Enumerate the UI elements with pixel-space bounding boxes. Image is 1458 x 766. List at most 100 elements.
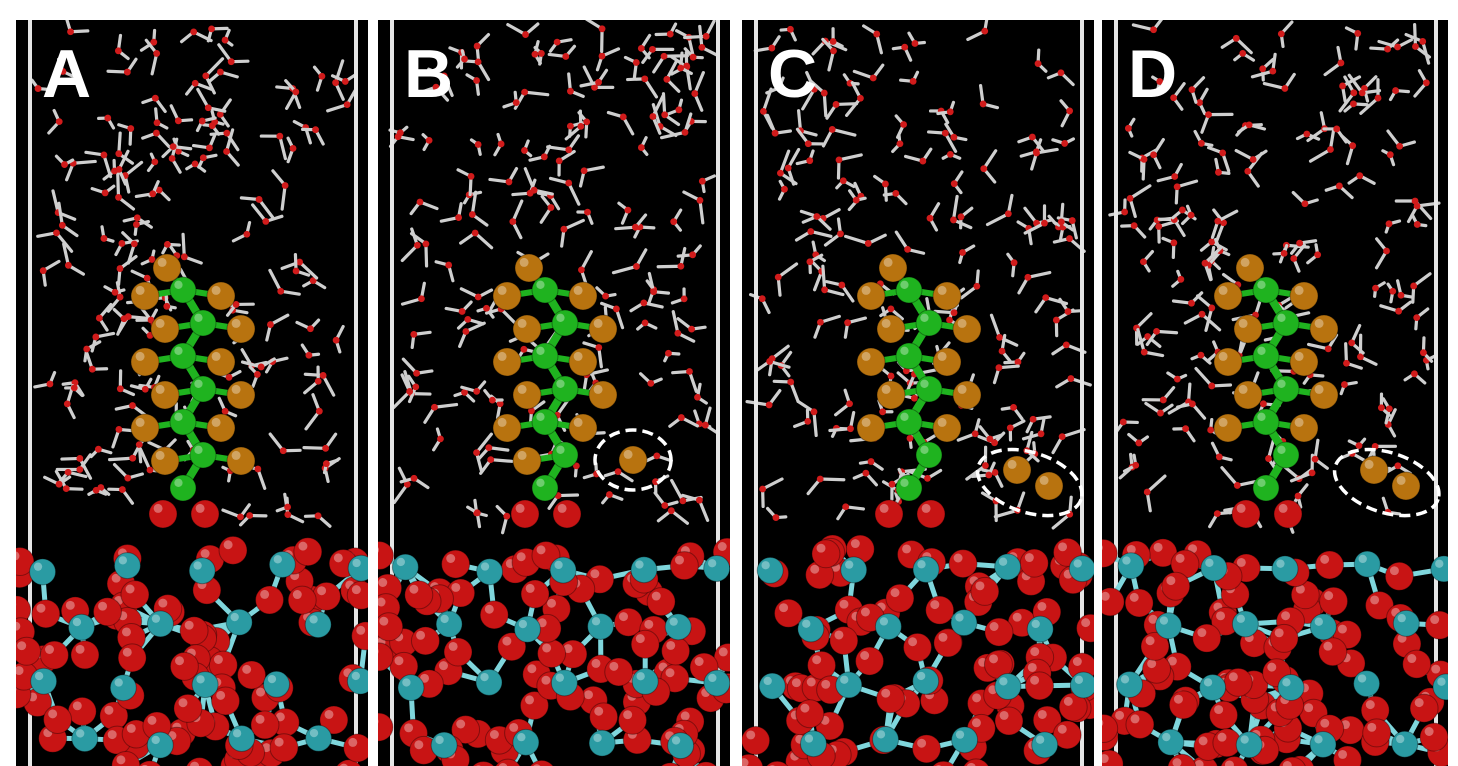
surface-oxygen [766,760,789,766]
water-oxygen [116,385,124,393]
water-oxygen [838,281,846,289]
water-oh-bond [697,498,710,522]
water-oxygen [221,36,229,44]
water-oxygen [1144,333,1152,340]
water-oxygen [677,64,685,72]
highlight-ellipse [1332,447,1441,518]
titanium-atom [1353,550,1381,578]
surface-oxygen-shine [116,755,126,765]
carbon-atom [1252,474,1280,502]
water-oxygen [1215,453,1223,461]
water-oxygen [1308,469,1316,477]
water-oh-bond [837,153,863,162]
water-oxygen [133,214,141,222]
water-oh-bond [844,234,870,246]
titanium-atom [188,557,216,585]
titanium-atom-shine [232,729,242,738]
fluorine-atom [1309,380,1339,410]
water-oh-bond [812,410,818,438]
water-oxygen [146,332,154,339]
titanium-atom-shine [1314,617,1323,626]
molecule [856,253,982,529]
water-oxygen [455,214,462,221]
water-oxygen [1386,151,1394,159]
surface-oxygen-shine [1175,553,1185,563]
water-oxygen [560,225,568,233]
water-oxygen [652,478,659,486]
surface-oxygen-shine [1320,554,1330,564]
water-oxygen [828,126,836,133]
surface-oxygen-shine [1130,714,1140,724]
water-oxygen [906,434,914,442]
titanium-atom [587,612,615,640]
water-oxygen [1150,151,1157,159]
water-oxygen [246,512,254,519]
water-oxygen [832,101,840,108]
fluorine-atom [1213,347,1243,377]
surface-oxygen-shine [860,651,870,660]
water-oxygen [100,151,108,159]
titanium-atom [30,667,58,695]
fluorine-atom [130,281,160,311]
water-oxygen [816,475,824,483]
water-oh-bond [662,54,689,58]
water-oxygen [813,213,821,220]
water-oxygen [296,258,304,266]
surface-oxygen [994,706,1024,736]
fluorine-atom [568,281,598,311]
water-oxygen [869,74,877,82]
fluorine-atom-shine [861,285,871,295]
fluorine-atom [512,380,542,410]
fluorine-atom [492,347,522,377]
titanium-atom-shine [955,613,964,622]
titanium-atom [268,551,296,579]
surface-oxygen-shine [972,693,982,703]
fluorine-atom [226,314,256,344]
water-oxygen [315,407,323,415]
water-oxygen [1413,202,1421,210]
carbon-atom [1252,342,1280,370]
water-oxygen [1208,304,1216,312]
water-oxygen [202,72,210,80]
carbon-atom-shine [920,313,929,322]
water-oxygen [1170,239,1178,247]
water-oxygen [64,468,72,476]
water-oh-bond [304,409,321,431]
water-oxygen [440,72,448,80]
surface-oxygen-shine [742,758,749,766]
surface-oxygen-shine [1282,761,1292,766]
titanium-atom-shine [1276,559,1285,568]
surface-oxygen-shine [1024,553,1034,563]
surface-oxygen-shine [448,641,458,651]
titanium-atom [191,671,219,699]
surface-oxygen-shine [591,658,601,668]
surface-oxygen-shine [414,740,424,750]
fluorine-atom-shine [937,351,947,361]
titanium-atom-shine [1236,614,1246,623]
titanium-atom [475,668,503,696]
water-oh-bond [102,153,113,179]
water-oxygen [1384,45,1391,53]
water-oh-bond [181,232,186,259]
water-oxygen [986,435,994,443]
water-oxygen [163,240,171,248]
water-oxygen [88,365,96,373]
titanium-atom-shine [309,728,319,738]
titanium-atom-shine [1162,732,1171,742]
panel-c: C [742,20,1094,766]
fluorine-atom-shine [155,318,165,328]
water-oxygen [521,147,528,154]
water-oxygen [1187,211,1195,219]
water-oh-bond [1262,81,1287,91]
surface-oxygen-shine [48,709,58,719]
water-oxygen [46,380,54,388]
carbon-atom [895,474,923,502]
surface-oxygen-shine [378,578,388,587]
surface-oxygen-shine [111,573,121,583]
titanium-atom [397,674,425,702]
fluorine-atom [512,314,542,344]
surface-oxygen-shine [72,701,82,711]
titanium-atom [512,728,540,756]
carbon-atom-shine [556,445,565,454]
titanium-atom [1157,728,1185,756]
